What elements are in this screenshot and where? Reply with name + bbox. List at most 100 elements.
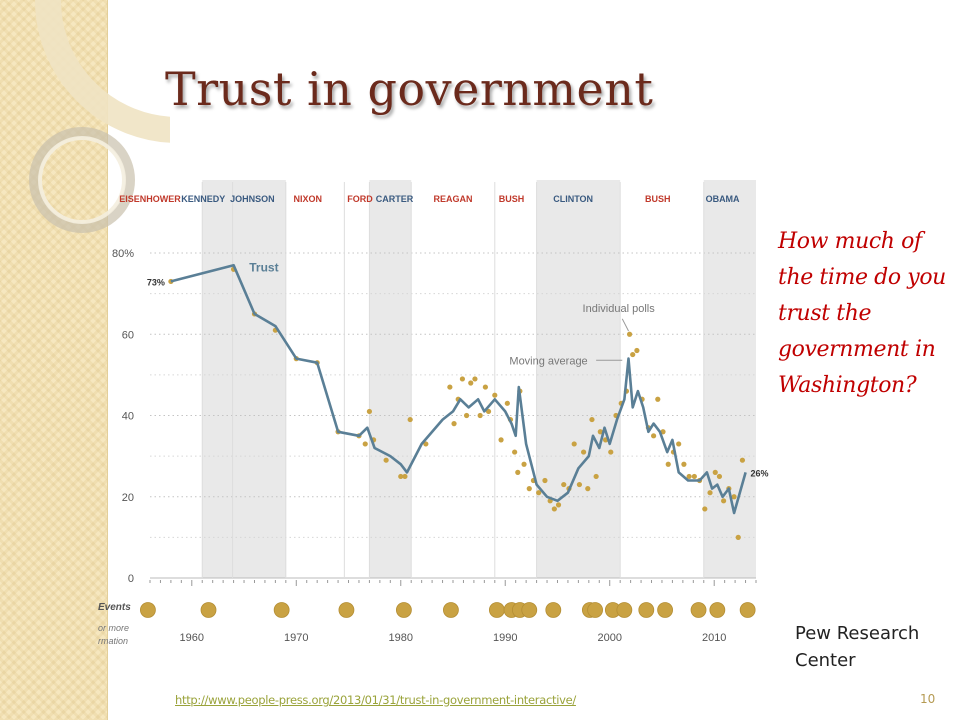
events-label: Events — [98, 602, 131, 613]
x-tick-label: 1990 — [493, 632, 517, 644]
event-marker[interactable] — [200, 602, 217, 618]
president-label: BUSH — [499, 194, 525, 204]
poll-dot — [634, 347, 640, 354]
poll-dot — [477, 412, 483, 419]
event-marker[interactable] — [488, 602, 505, 618]
poll-dot — [585, 486, 591, 492]
poll-dot — [423, 441, 429, 447]
democrat-term-band — [536, 180, 621, 578]
event-marker[interactable] — [140, 602, 156, 618]
event-marker[interactable] — [616, 602, 633, 618]
poll-dot — [731, 494, 737, 500]
event-marker[interactable] — [395, 602, 412, 618]
slide-number: 10 — [920, 692, 936, 706]
poll-dot — [712, 469, 718, 475]
poll-dot — [498, 437, 504, 443]
poll-dot — [735, 534, 741, 540]
trust-series-label: Trust — [249, 260, 278, 274]
poll-dot — [485, 408, 492, 415]
poll-dot — [707, 490, 713, 496]
y-tick-label: 20 — [122, 492, 134, 504]
event-marker[interactable] — [443, 602, 459, 618]
y-tick-label: 80% — [112, 248, 134, 260]
event-marker[interactable] — [709, 602, 726, 618]
event-marker[interactable] — [273, 602, 290, 618]
poll-dot — [739, 457, 746, 463]
poll-dot — [407, 416, 413, 423]
president-label: REAGAN — [433, 194, 472, 204]
president-label: FORD — [347, 194, 373, 204]
end-value-label: 26% — [751, 468, 769, 478]
start-value-label: 73% — [147, 277, 165, 287]
events-hint-line2: rmation — [98, 636, 128, 646]
poll-dot — [482, 384, 488, 390]
poll-dot — [691, 473, 697, 480]
x-tick-label: 2000 — [597, 632, 621, 644]
poll-dot — [504, 400, 510, 406]
poll-dot — [593, 473, 599, 480]
event-marker[interactable] — [545, 602, 562, 618]
y-tick-label: 40 — [122, 411, 134, 423]
poll-dot — [630, 351, 636, 358]
y-tick-label: 60 — [122, 329, 134, 341]
event-marker[interactable] — [638, 602, 655, 618]
poll-dot — [576, 481, 583, 488]
event-marker[interactable] — [587, 602, 603, 618]
poll-dot — [515, 469, 521, 475]
poll-dot — [362, 441, 368, 447]
democrat-term-band — [703, 180, 756, 578]
poll-dot — [468, 380, 474, 386]
president-label: BUSH — [645, 194, 671, 204]
poll-dot — [521, 461, 527, 467]
president-label: CARTER — [376, 194, 414, 204]
poll-dot — [512, 449, 518, 455]
trust-chart: 0 20 40 60 80% EISENHOWER KENNEDY JOHNSON NIXON F… — [98, 180, 769, 646]
decorative-sidebar — [0, 0, 108, 720]
poll-dot — [366, 408, 373, 415]
president-label: CLINTON — [553, 194, 593, 204]
president-label: EISENHOWER — [119, 194, 181, 204]
democrat-term-band — [369, 180, 412, 578]
poll-dot — [608, 449, 614, 455]
poll-dot — [492, 392, 498, 398]
poll-dot — [551, 506, 557, 512]
poll-dot — [716, 473, 723, 480]
president-label: KENNEDY — [181, 194, 225, 204]
poll-dot — [542, 477, 548, 484]
y-tick-label: 0 — [128, 573, 134, 585]
poll-dot — [626, 331, 633, 337]
events-hint-line1: or more — [98, 623, 129, 633]
event-marker[interactable] — [739, 602, 756, 618]
poll-dot — [597, 429, 603, 435]
slide-title: Trust in government — [165, 62, 654, 116]
poll-dot — [721, 498, 727, 504]
poll-dot — [655, 396, 661, 402]
poll-dot — [571, 441, 577, 447]
event-marker[interactable] — [657, 602, 673, 618]
poll-dot — [526, 486, 532, 492]
event-marker[interactable] — [690, 602, 707, 618]
event-marker[interactable] — [338, 602, 355, 618]
poll-dot — [681, 461, 687, 467]
poll-dot — [447, 384, 453, 390]
poll-dot — [402, 473, 408, 480]
poll-dot — [581, 449, 587, 455]
poll-dot — [451, 421, 457, 427]
event-marker[interactable] — [521, 602, 538, 618]
poll-dot — [651, 433, 657, 439]
president-label: OBAMA — [706, 194, 740, 204]
poll-dot — [472, 376, 478, 382]
moving-average-label: Moving average — [509, 355, 587, 367]
poll-dot — [665, 461, 671, 467]
poll-dot — [561, 481, 567, 488]
poll-dot — [463, 412, 470, 419]
democrat-term-band — [232, 180, 286, 578]
source-link[interactable]: http://www.people-press.org/2013/01/31/t… — [175, 693, 576, 707]
trust-line — [170, 263, 747, 515]
source-attribution: Pew Research Center — [795, 623, 920, 671]
swirl-ornament — [29, 0, 170, 233]
survey-question: How much of the time do you trust the go… — [778, 229, 946, 398]
poll-dot — [398, 473, 404, 480]
x-tick-label: 1980 — [389, 632, 413, 644]
poll-dot — [459, 376, 466, 382]
